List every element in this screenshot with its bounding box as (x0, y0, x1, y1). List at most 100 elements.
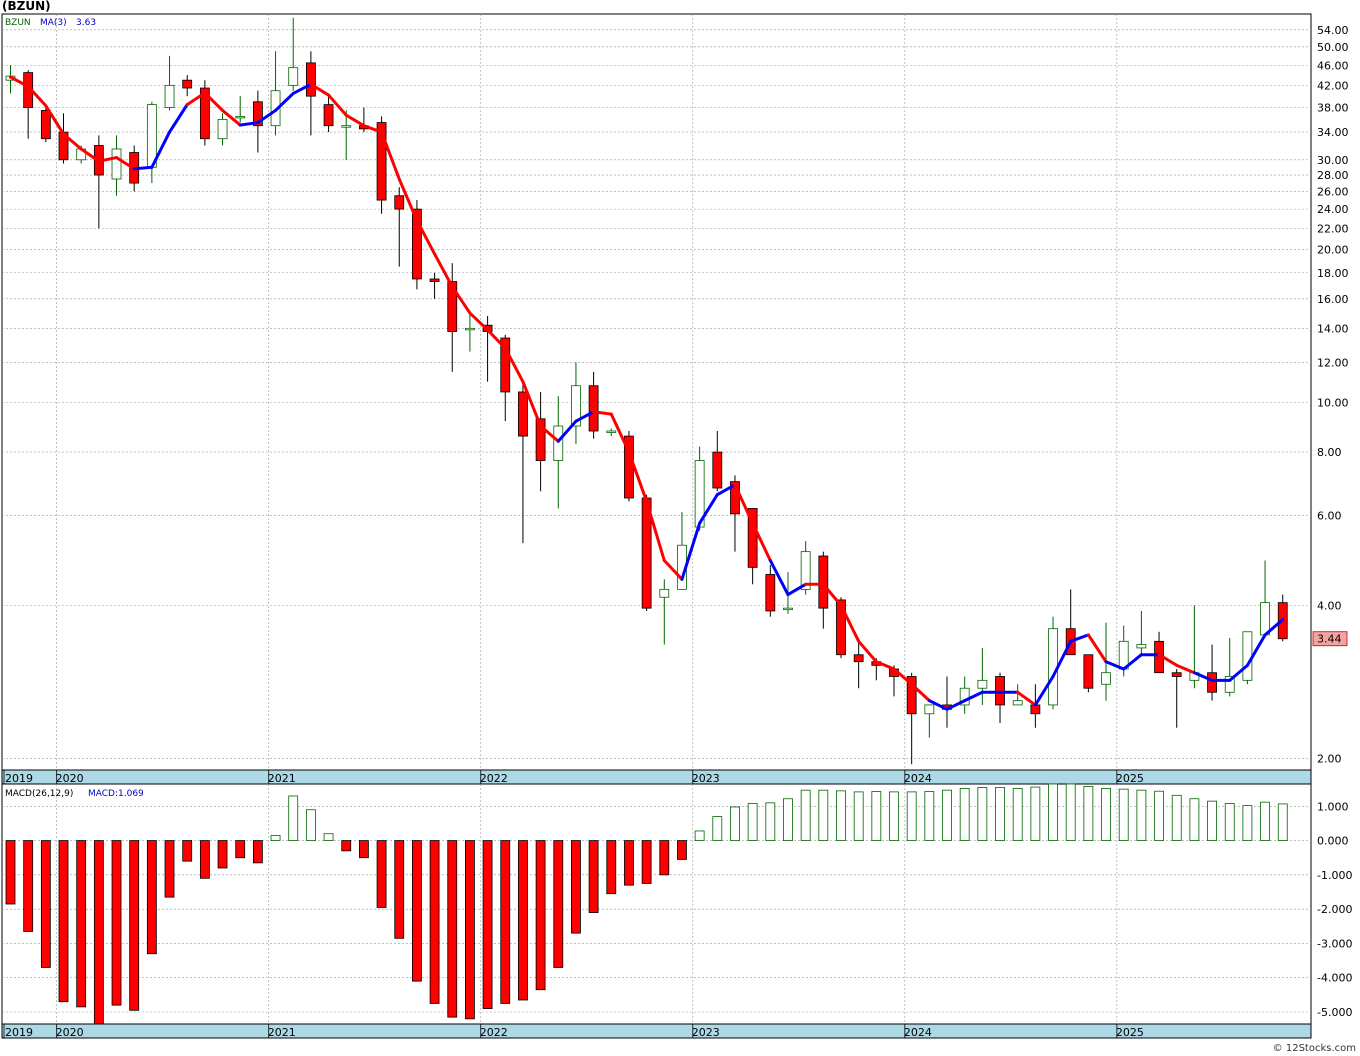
macd-x-axis-band (1, 1023, 1312, 1039)
candle (906, 672, 917, 765)
candle-body (182, 79, 193, 89)
ma3-segment (768, 558, 790, 597)
candle (1012, 684, 1023, 706)
candle (1207, 644, 1217, 701)
price-tick-label: 26.00 (1317, 185, 1349, 198)
macd-legend-name: MACD(26,12,9) (5, 789, 73, 799)
ma3-segment (168, 103, 189, 134)
price-tick-label: 6.00 (1317, 510, 1342, 523)
macd-bar (182, 840, 193, 862)
macd-bar (959, 788, 970, 841)
candle-body (40, 110, 51, 140)
candle-body (164, 84, 175, 108)
candle (1224, 638, 1235, 697)
ma3-segment (662, 558, 684, 581)
price-tick-label: 16.00 (1317, 293, 1349, 306)
macd-legend-value: MACD:1.069 (88, 789, 144, 799)
price-x-axis-band (1, 769, 1312, 785)
macd-bar (323, 833, 334, 841)
ma3-segment (274, 91, 295, 112)
macd-bar (1277, 803, 1288, 841)
ma3-segment (1122, 653, 1143, 671)
ma3-segment (238, 121, 260, 127)
ma3-segment (733, 483, 755, 525)
ma3-segment (521, 380, 543, 428)
candle (182, 75, 193, 97)
macd-bar (1136, 789, 1147, 841)
ma3-segment (1228, 663, 1249, 682)
ma3-segment (857, 639, 878, 664)
candle-body (1048, 628, 1058, 706)
macd-bar (23, 840, 34, 932)
macd-x-axis-label: 2025 (1116, 1026, 1144, 1039)
macd-bar (641, 840, 652, 884)
ma3-segment (1175, 663, 1196, 675)
candle (959, 676, 970, 714)
candle-body (1260, 602, 1270, 636)
candle (624, 431, 634, 502)
macd-bar (571, 840, 581, 934)
macd-tick-label: -3.000 (1317, 937, 1352, 950)
macd-bar (1242, 805, 1253, 841)
ma3-segment (415, 218, 437, 256)
price-panel-frame (1, 13, 1312, 771)
price-x-axis-label: 2023 (692, 772, 720, 785)
macd-bar (465, 840, 475, 1020)
candle (323, 96, 334, 133)
macd-tick-label: 1.000 (1317, 800, 1349, 813)
macd-bar (818, 789, 829, 841)
macd-bar (518, 840, 528, 1001)
price-x-axis-label: 2025 (1116, 772, 1144, 785)
ma3-segment (892, 667, 914, 686)
macd-bar (1083, 786, 1094, 841)
candle (553, 396, 564, 509)
ma3-segment (115, 156, 136, 171)
ma3-segment (132, 165, 154, 171)
ma3-segment (680, 521, 702, 581)
candle-body (853, 654, 864, 663)
macd-bar (164, 840, 175, 898)
ma3-segment (1069, 633, 1090, 643)
candle-body (712, 451, 723, 489)
ma3-segment (468, 311, 490, 332)
candle-body (1207, 672, 1217, 693)
price-x-axis-label: 2022 (480, 772, 508, 785)
price-tick-label: 30.00 (1317, 154, 1349, 167)
candle (1136, 610, 1147, 655)
ma3-segment (150, 130, 172, 169)
price-legend-ma: MA(3) (40, 18, 67, 28)
price-x-axis-label: 2024 (904, 772, 932, 785)
price-tick-label: 4.00 (1317, 599, 1342, 612)
macd-bar (871, 791, 882, 841)
ma3-segment (362, 124, 384, 134)
macd-bar (146, 840, 157, 955)
price-x-axis-label: 2021 (268, 772, 296, 785)
macd-bar (1065, 783, 1076, 841)
ma3-segment (627, 450, 649, 503)
price-tick-label: 18.00 (1317, 267, 1349, 280)
ma3-segment (698, 493, 719, 525)
ma3-segment (503, 346, 525, 384)
price-tick-label: 22.00 (1317, 222, 1349, 235)
macd-tick-label: -1.000 (1317, 869, 1352, 882)
candle (305, 51, 316, 136)
ma3-segment (821, 582, 843, 607)
price-tick-label: 20.00 (1317, 243, 1349, 256)
price-tick-label: 24.00 (1317, 203, 1349, 216)
macd-bar (252, 840, 263, 864)
candle-body (1136, 644, 1147, 649)
macd-bar (358, 840, 369, 859)
ma3-segment (1245, 633, 1267, 667)
macd-panel: 1.000 0.000 -1.000 -2.000 -3.000 -4.000 -5.000… (1, 783, 1352, 1039)
candle (412, 200, 422, 290)
price-tick-label: 46.00 (1317, 59, 1349, 72)
candle-body (977, 679, 988, 689)
candle (341, 110, 352, 160)
macd-bar (76, 840, 87, 1008)
candle-body (305, 62, 316, 97)
ma3-segment (592, 410, 613, 416)
candle-body (252, 101, 263, 127)
macd-bar (1154, 790, 1164, 841)
candle-body (588, 385, 599, 432)
